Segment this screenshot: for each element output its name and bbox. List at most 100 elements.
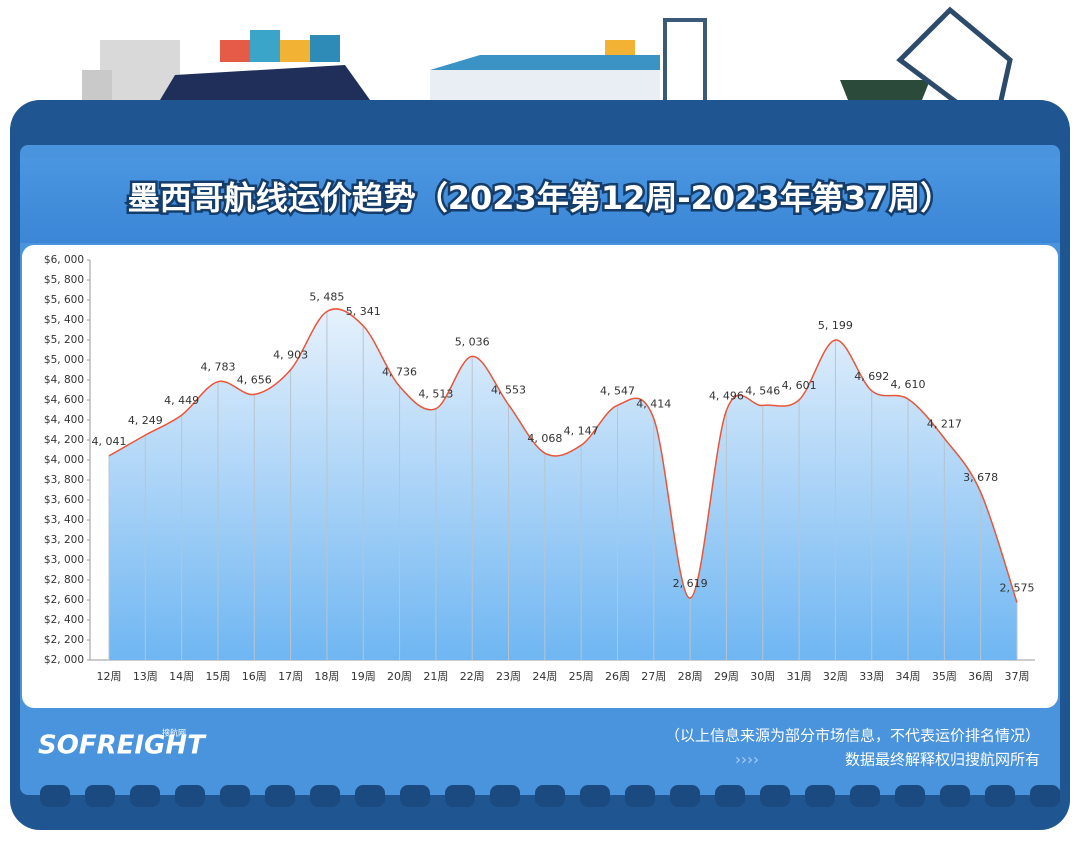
x-tick-label: 22周 xyxy=(460,670,485,683)
bump xyxy=(175,785,205,807)
y-tick-label: $2, 000 xyxy=(44,654,84,666)
bump xyxy=(355,785,385,807)
y-tick-label: $5, 400 xyxy=(44,314,84,326)
x-tick-label: 35周 xyxy=(932,670,957,683)
x-tick-label: 13周 xyxy=(133,670,158,683)
x-tick-label: 30周 xyxy=(750,670,775,683)
x-tick-label: 24周 xyxy=(532,670,557,683)
bump xyxy=(940,785,970,807)
y-tick-label: $4, 600 xyxy=(44,394,84,406)
note: 数据最终解释权归搜航网所有 xyxy=(845,751,1040,769)
x-tick-label: 14周 xyxy=(169,670,194,683)
y-tick-label: $5, 200 xyxy=(44,334,84,346)
area xyxy=(109,308,1017,660)
x-tick-label: 16周 xyxy=(242,670,267,683)
arrows: ›››› xyxy=(735,751,759,769)
bump xyxy=(715,785,745,807)
data-label: 4, 496 xyxy=(709,389,744,402)
x-tick-label: 32周 xyxy=(823,670,848,683)
y-tick-label: $3, 600 xyxy=(44,494,84,506)
bump xyxy=(805,785,835,807)
x-tick-label: 28周 xyxy=(678,670,703,683)
bump xyxy=(310,785,340,807)
x-tick-label: 33周 xyxy=(859,670,884,683)
data-label: 4, 610 xyxy=(891,378,926,391)
x-tick-label: 37周 xyxy=(1005,670,1030,683)
chart-title: 墨西哥航线运价趋势（2023年第12周-2023年第37周） xyxy=(128,179,952,217)
data-label: 4, 553 xyxy=(491,384,526,397)
x-tick-label: 36周 xyxy=(968,670,993,683)
data-label: 4, 068 xyxy=(527,432,562,445)
y-tick-label: $5, 000 xyxy=(44,354,84,366)
x-tick-label: 26周 xyxy=(605,670,630,683)
bump xyxy=(625,785,655,807)
data-label: 4, 736 xyxy=(382,365,417,378)
x-tick-label: 15周 xyxy=(205,670,230,683)
y-tick-label: $2, 200 xyxy=(44,634,84,646)
data-label: 4, 601 xyxy=(782,379,817,392)
y-tick-label: $4, 000 xyxy=(44,454,84,466)
x-tick-label: 31周 xyxy=(787,670,812,683)
bump xyxy=(850,785,880,807)
bump xyxy=(985,785,1015,807)
data-label: 5, 199 xyxy=(818,319,853,332)
data-label: 2, 575 xyxy=(1000,582,1035,595)
bump xyxy=(580,785,610,807)
note: （以上信息来源为部分市场信息，不代表运价排名情况） xyxy=(665,727,1040,745)
data-label: 4, 903 xyxy=(273,349,308,362)
bump xyxy=(85,785,115,807)
x-tick-label: 18周 xyxy=(314,670,339,683)
data-label: 5, 341 xyxy=(346,305,381,318)
decoration xyxy=(82,6,1013,110)
data-label: 5, 485 xyxy=(309,291,344,304)
x-tick-label: 34周 xyxy=(896,670,921,683)
x-tick-label: 21周 xyxy=(423,670,448,683)
y-tick-label: $4, 200 xyxy=(44,434,84,446)
bump xyxy=(535,785,565,807)
y-tick-label: $4, 400 xyxy=(44,414,84,426)
data-label: 3, 678 xyxy=(963,471,998,484)
bump xyxy=(400,785,430,807)
y-tick-label: $6, 000 xyxy=(44,254,84,266)
x-tick-label: 23周 xyxy=(496,670,521,683)
footer-bumps xyxy=(40,785,1060,807)
bump xyxy=(490,785,520,807)
x-tick-label: 17周 xyxy=(278,670,303,683)
bump xyxy=(760,785,790,807)
y-tick-label: $2, 600 xyxy=(44,594,84,606)
bump xyxy=(265,785,295,807)
bump xyxy=(895,785,925,807)
data-label: 4, 692 xyxy=(854,370,889,383)
bump xyxy=(130,785,160,807)
y-tick-label: $5, 800 xyxy=(44,274,84,286)
data-label: 4, 041 xyxy=(92,435,127,448)
bump xyxy=(445,785,475,807)
bump xyxy=(40,785,70,807)
brand-sub: 搜航网 xyxy=(162,728,186,738)
bump xyxy=(220,785,250,807)
data-label: 4, 449 xyxy=(164,394,199,407)
line xyxy=(108,308,1018,603)
data-label: 4, 783 xyxy=(200,361,235,374)
bump xyxy=(1030,785,1060,807)
bump xyxy=(670,785,700,807)
y-tick-label: $3, 000 xyxy=(44,554,84,566)
data-label: 4, 147 xyxy=(564,424,599,437)
y-tick-label: $3, 200 xyxy=(44,534,84,546)
data-label: 4, 513 xyxy=(418,388,453,401)
data-label: 2, 619 xyxy=(673,577,708,590)
x-tick-label: 19周 xyxy=(351,670,376,683)
x-tick-label: 20周 xyxy=(387,670,412,683)
x-tick-label: 25周 xyxy=(569,670,594,683)
y-tick-label: $3, 800 xyxy=(44,474,84,486)
x-tick-label: 27周 xyxy=(641,670,666,683)
x-tick-label: 12周 xyxy=(97,670,122,683)
y-tick-label: $5, 600 xyxy=(44,294,84,306)
x-tick-label: 29周 xyxy=(714,670,739,683)
data-label: 4, 414 xyxy=(636,398,671,411)
data-label: 4, 217 xyxy=(927,417,962,430)
data-label: 4, 656 xyxy=(237,373,272,386)
y-tick-label: $4, 800 xyxy=(44,374,84,386)
y-tick-label: $2, 800 xyxy=(44,574,84,586)
